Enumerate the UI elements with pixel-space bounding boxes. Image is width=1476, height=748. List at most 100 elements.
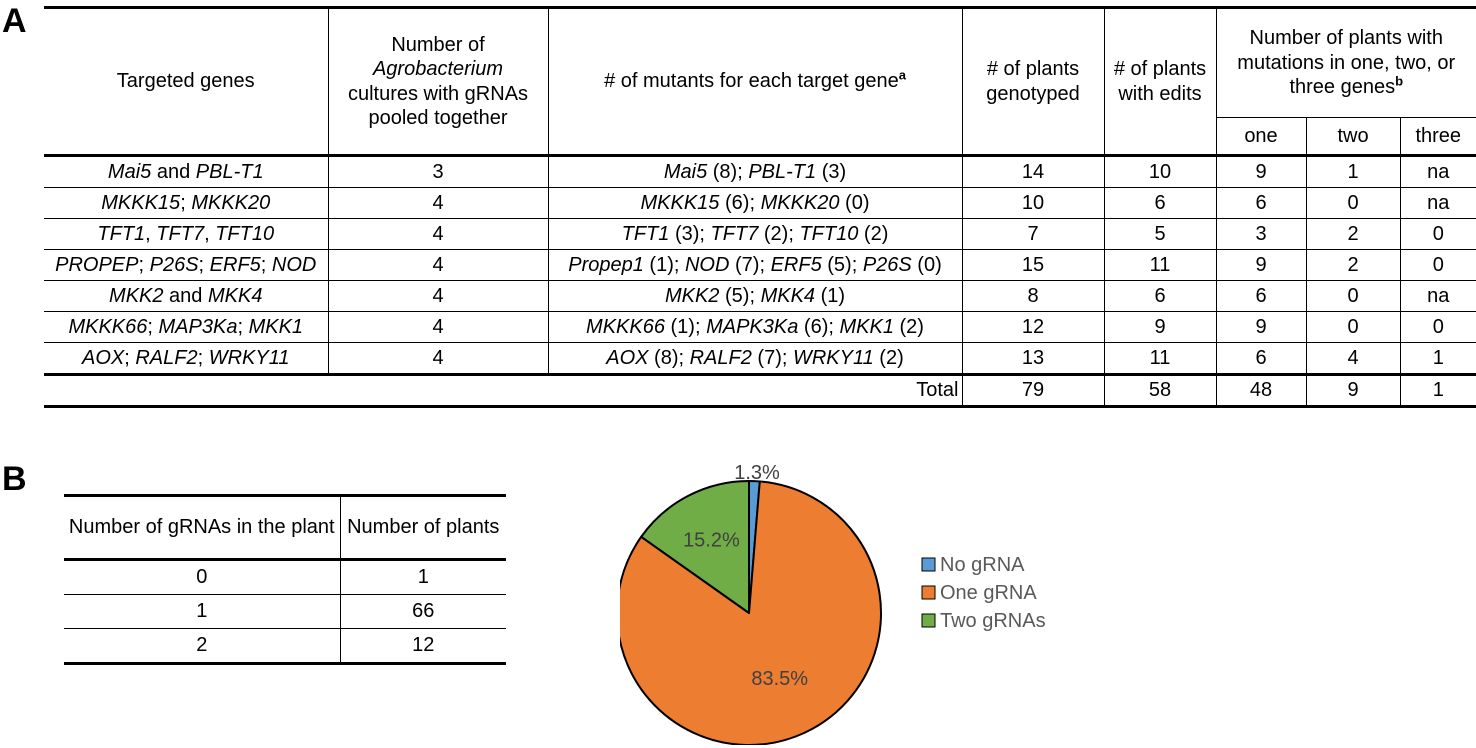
gene-name: TFT7 <box>156 222 205 245</box>
cell-genotyped: 14 <box>962 155 1105 188</box>
total-one: 48 <box>1216 373 1307 408</box>
legend-label: One gRNA <box>940 582 1037 604</box>
gRNA-pie-chart: 1.3% 83.5% 15.2% No gRNA One gRNA Two gRNAs <box>620 462 1046 745</box>
cell-one: 6 <box>1216 342 1307 375</box>
cell-text: ; <box>138 253 150 276</box>
gene-name: Propep1 <box>568 253 644 276</box>
cell-text: (1); <box>664 315 707 338</box>
cell-gRNAs: 1 <box>64 594 341 629</box>
gene-name: PROPEP <box>55 253 139 276</box>
cell-genotyped: 10 <box>962 187 1105 219</box>
cell-one: 9 <box>1216 311 1307 343</box>
total-three: 1 <box>1400 373 1476 408</box>
cell-one: 3 <box>1216 218 1307 250</box>
gene-name: MKK1 <box>248 315 304 338</box>
pie-labels: 1.3% 83.5% 15.2% <box>683 462 808 690</box>
gene-name: MKKK66 <box>68 315 148 338</box>
total-two: 9 <box>1306 373 1401 408</box>
table-row: TFT1, TFT7, TFT10 4 TFT1 (3); TFT7 (2); TF… <box>44 218 1476 250</box>
pie-legend: No gRNA One gRNA Two gRNAs <box>921 554 1046 632</box>
cell-edits: 9 <box>1104 311 1217 343</box>
cell-text: (2); <box>758 222 800 245</box>
cell-mutants: MKKK15 (6); MKKK20 (0) <box>548 187 963 219</box>
gene-name: WRKY11 <box>792 346 874 369</box>
cell-genes: TFT1, TFT7, TFT10 <box>44 218 329 250</box>
cell-gRNAs: 0 <box>64 559 341 595</box>
legend-swatch <box>921 557 936 572</box>
cell-text: ; <box>197 346 209 369</box>
gene-name: RALF2 <box>689 346 752 369</box>
cell-text: (2) <box>858 222 889 245</box>
cell-text: ; <box>237 315 249 338</box>
legend-swatch <box>921 613 936 628</box>
header-cultures-line1: Number of <box>391 33 485 56</box>
cell-edits: 11 <box>1104 249 1217 281</box>
legend-swatch <box>921 585 936 600</box>
gene-name: MKKK20 <box>191 191 271 214</box>
cell-edits: 11 <box>1104 342 1217 375</box>
legend-label: No gRNA <box>940 554 1025 576</box>
table-row: MKKK15; MKKK20 4 MKKK15 (6); MKKK20 (0) 10 6… <box>44 187 1476 219</box>
cell-three: 0 <box>1400 218 1476 250</box>
gene-name: TFT10 <box>215 222 275 245</box>
gene-name: MKKK15 <box>640 191 720 214</box>
pie-slice-one-grna <box>620 480 882 745</box>
cell-cultures: 4 <box>328 280 549 312</box>
gene-name: PBL-T1 <box>748 160 817 183</box>
cell-text: (6); <box>798 315 840 338</box>
header-cultures-italic: Agrobacterium <box>372 58 504 81</box>
cell-three: na <box>1400 280 1476 312</box>
header-one: one <box>1216 117 1307 157</box>
cell-two: 0 <box>1306 311 1401 343</box>
gene-name: NOD <box>271 253 317 276</box>
pie-label: 15.2% <box>683 529 740 551</box>
cell-text: ; <box>260 253 272 276</box>
header-gRNAs: Number of gRNAs in the plant <box>64 494 341 561</box>
pie-label: 1.3% <box>734 462 780 484</box>
cell-two: 0 <box>1306 187 1401 219</box>
gene-name: MKKK66 <box>586 315 665 338</box>
cell-mutants: MKK2 (5); MKK4 (1) <box>548 280 963 312</box>
pie-label: 83.5% <box>751 668 808 690</box>
header-cultures: Number of Agrobacterium cultures with gR… <box>328 6 549 157</box>
legend-label: Two gRNAs <box>940 610 1046 632</box>
cell-one: 6 <box>1216 280 1307 312</box>
cell-mutants: TFT1 (3); TFT7 (2); TFT10 (2) <box>548 218 963 250</box>
gene-name: MKK2 <box>664 284 720 307</box>
cell-cultures: 4 <box>328 342 549 375</box>
cell-text: (5); <box>719 284 761 307</box>
cell-one: 6 <box>1216 187 1307 219</box>
table-row: 1 66 <box>64 594 506 629</box>
gene-name: RALF2 <box>135 346 198 369</box>
gene-name: AOX <box>606 346 649 369</box>
cell-text: (5); <box>821 253 863 276</box>
cell-mutants: AOX (8); RALF2 (7); WRKY11 (2) <box>548 342 963 375</box>
header-mutations-group: Number of plants with mutations in one, … <box>1216 6 1476 118</box>
gene-name: MKK4 <box>207 284 263 307</box>
cell-three: na <box>1400 187 1476 219</box>
cell-text: and <box>151 160 196 183</box>
table-row: PROPEP; P26S; ERF5; NOD 4 Propep1 (1); NOD… <box>44 249 1476 281</box>
cell-edits: 6 <box>1104 187 1217 219</box>
gene-name: MAP3Ka <box>158 315 238 338</box>
cell-genes: AOX; RALF2; WRKY11 <box>44 342 329 375</box>
header-targeted-genes: Targeted genes <box>44 6 329 157</box>
cell-genotyped: 15 <box>962 249 1105 281</box>
table-row: MKK2 and MKK4 4 MKK2 (5); MKK4 (1) 8 6 6 0 na <box>44 280 1476 312</box>
panel-b-label: B <box>2 460 27 498</box>
cell-one: 9 <box>1216 155 1307 188</box>
total-genotyped: 79 <box>962 373 1105 408</box>
gene-name: TFT10 <box>799 222 859 245</box>
cell-text: (3); <box>669 222 711 245</box>
header-mutants: # of mutants for each target genea <box>548 6 963 157</box>
header-cultures-line4: pooled together <box>368 106 508 129</box>
cell-text: and <box>163 284 208 307</box>
cell-text: , <box>204 222 216 245</box>
cell-three: 0 <box>1400 249 1476 281</box>
cell-cultures: 3 <box>328 155 549 188</box>
gene-name: ERF5 <box>770 253 822 276</box>
cell-text: ; <box>180 191 192 214</box>
cell-text: (8); <box>707 160 749 183</box>
header-mutants-footnote: a <box>898 67 906 83</box>
panel-a-label: A <box>2 2 27 40</box>
